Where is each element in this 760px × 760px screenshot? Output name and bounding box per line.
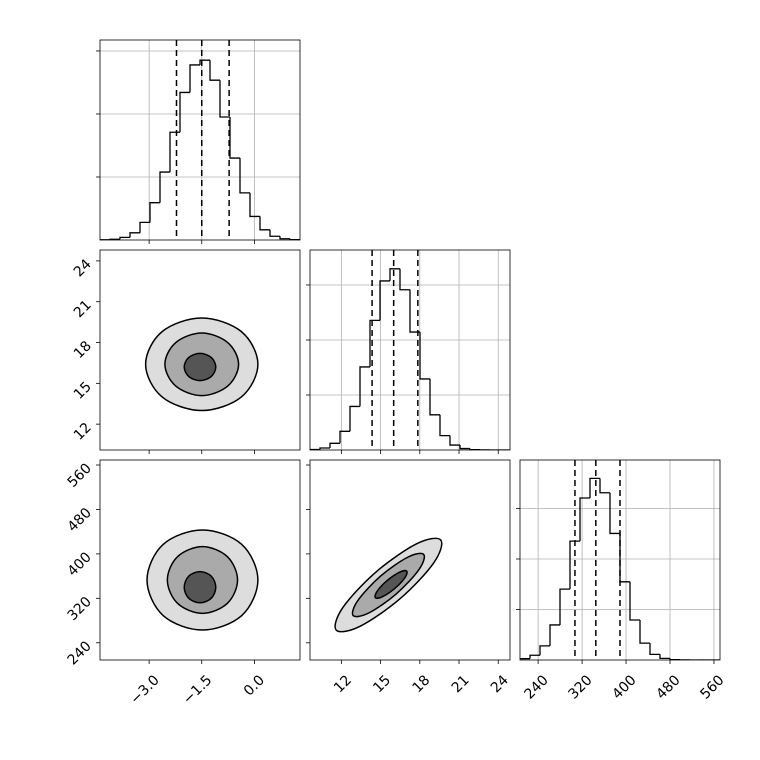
x-tick-label: −1.5	[180, 672, 215, 707]
histogram-step	[209, 60, 220, 81]
contour	[183, 570, 217, 604]
x-tick-label: 240	[522, 672, 552, 702]
panel: 240 320 400 480 560	[516, 459, 728, 703]
histogram-step	[279, 236, 290, 240]
histogram-step	[659, 654, 670, 660]
histogram-step	[359, 366, 370, 407]
x-tick-label: 400	[609, 672, 639, 702]
histogram-step	[349, 405, 360, 432]
x-tick-label: 15	[370, 672, 394, 696]
histogram-step	[109, 238, 120, 240]
histogram-step	[649, 643, 660, 655]
plot-area	[310, 250, 510, 450]
histogram-step	[159, 171, 170, 203]
histogram-step	[339, 430, 350, 444]
y-tick-label: 320	[65, 594, 95, 624]
panel: 12 15 18 21 24	[306, 459, 512, 696]
histogram-step	[439, 414, 450, 437]
histogram-step	[569, 540, 580, 590]
panel-frame	[99, 459, 301, 661]
histogram-step	[429, 378, 440, 416]
histogram-step	[119, 236, 130, 240]
histogram-step	[199, 59, 210, 65]
histogram-step	[589, 477, 600, 498]
histogram-step	[449, 435, 460, 446]
panel	[96, 39, 301, 244]
histogram-step	[520, 658, 530, 660]
histogram-step	[269, 229, 280, 237]
histogram-step	[329, 442, 340, 449]
histogram-step	[379, 280, 390, 321]
histogram-step	[409, 289, 420, 333]
histogram-step	[319, 447, 330, 450]
histogram-step	[559, 588, 570, 625]
histogram-step	[249, 192, 260, 218]
histogram-step	[139, 221, 150, 233]
histogram-step	[539, 645, 550, 656]
y-tick-label: 240	[65, 638, 95, 668]
contour	[183, 352, 217, 382]
histogram-step	[579, 497, 590, 542]
panel-frame	[99, 39, 301, 241]
histogram-step	[639, 620, 650, 644]
y-tick-label: 12	[71, 420, 95, 444]
y-tick-label: 560	[65, 461, 95, 491]
y-tick-label: 24	[71, 256, 95, 280]
histogram-step	[629, 581, 640, 621]
panel-frame	[519, 459, 721, 661]
x-tick-label: 560	[697, 672, 727, 702]
panel-frame	[309, 459, 511, 661]
y-tick-label: 400	[65, 549, 95, 579]
x-tick-label: 0.0	[241, 672, 268, 699]
x-tick-label: 320	[565, 672, 595, 702]
histogram-step	[599, 478, 610, 494]
y-tick-label: 480	[65, 505, 95, 535]
panel: 12 15 18 21 24	[71, 249, 301, 454]
histogram-step	[169, 131, 180, 173]
histogram-step	[669, 658, 680, 660]
histogram-step	[469, 448, 480, 450]
plot-area	[100, 40, 300, 240]
histogram-step	[149, 202, 160, 223]
histogram-step	[179, 91, 190, 133]
panel: −3.0 −1.5 0.0 240 320 400 480 560	[65, 459, 301, 708]
histogram-step	[459, 445, 470, 450]
x-tick-label: 12	[331, 672, 355, 696]
y-tick-label: 21	[71, 297, 95, 321]
histogram-step	[189, 64, 200, 93]
panel-frame	[309, 249, 511, 451]
panel-frame	[99, 249, 301, 451]
contour	[374, 569, 408, 599]
x-tick-label: 18	[409, 672, 433, 696]
x-tick-label: 21	[449, 672, 473, 696]
y-tick-label: 18	[71, 338, 95, 362]
histogram-step	[609, 492, 620, 535]
plot-area	[334, 537, 443, 633]
histogram-step	[419, 332, 430, 380]
histogram-step	[239, 158, 250, 194]
histogram-step	[129, 232, 140, 238]
y-tick-label: 15	[71, 379, 95, 403]
plot-area	[144, 317, 259, 412]
plot-area	[146, 529, 259, 631]
histogram-step	[369, 319, 380, 367]
histogram-step	[229, 117, 240, 159]
histogram-step	[219, 80, 230, 118]
histogram-step	[549, 624, 560, 646]
histogram-step	[389, 268, 400, 281]
histogram-step	[619, 533, 630, 583]
histogram-step	[259, 216, 270, 231]
panel	[306, 249, 511, 454]
histogram-step	[399, 268, 410, 291]
x-tick-label: −3.0	[127, 672, 162, 707]
histogram-step	[529, 654, 540, 659]
plot-area	[520, 460, 720, 660]
x-tick-label: 24	[488, 672, 512, 696]
x-tick-label: 480	[653, 672, 683, 702]
